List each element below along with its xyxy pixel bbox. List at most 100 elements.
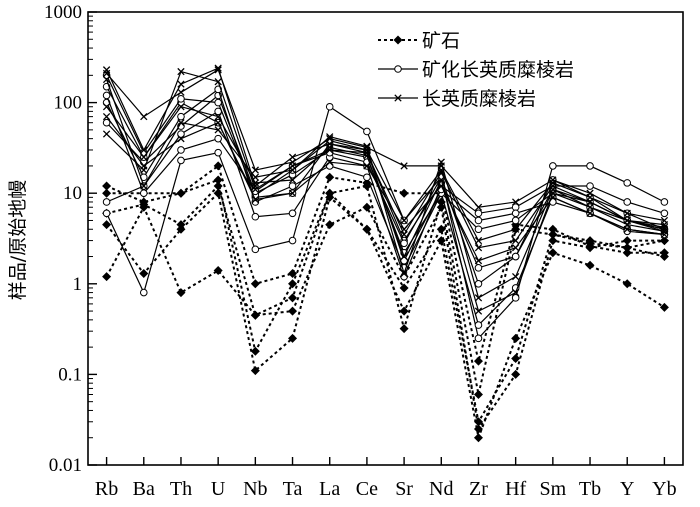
x-marker [511, 288, 520, 297]
legend-label-mineralized: 矿化长英质糜棱岩 [422, 59, 574, 81]
diamond-marker [585, 260, 595, 270]
diamond-marker [548, 230, 558, 240]
series-line [106, 75, 665, 263]
diamond-marker [511, 333, 521, 343]
diamond-marker [288, 306, 298, 316]
x-tick-label-ta: Ta [283, 478, 303, 500]
x-tick-label-th: Th [170, 478, 192, 500]
x-marker [140, 146, 148, 154]
circle-marker [102, 209, 111, 218]
diamond-marker [102, 188, 112, 198]
series-line [106, 184, 665, 432]
diamond-marker [139, 268, 149, 278]
series-line [106, 95, 665, 285]
diamond-marker [250, 346, 260, 356]
diamond-marker [213, 266, 223, 276]
circle-marker [139, 288, 148, 297]
x-marker [394, 94, 402, 102]
axes-layer: 0.01 0.1 1 10 100 1000 Rb Ba Th U Nb Ta La Ce Sr Nd Zr Hf… [44, 2, 684, 500]
circle-marker [474, 264, 483, 272]
x-marker [623, 216, 631, 225]
circle-marker [177, 112, 185, 121]
x-marker [177, 134, 185, 143]
x-tick-label-sm: Sm [540, 478, 567, 500]
series-line [105, 191, 665, 442]
circle-marker [363, 173, 371, 182]
diamond-marker [659, 302, 669, 312]
x-marker [251, 195, 260, 204]
x-marker [660, 223, 669, 231]
diamond-marker [511, 353, 521, 363]
diamond-marker [622, 279, 632, 289]
circle-marker [394, 65, 402, 73]
x-marker [474, 257, 483, 265]
x-marker [511, 272, 520, 281]
diamond-marker [399, 283, 409, 293]
circle-marker [177, 95, 185, 103]
x-marker [326, 143, 334, 152]
diamond-marker [399, 306, 409, 316]
x-marker [660, 230, 669, 239]
x-marker [140, 162, 148, 170]
x-marker [177, 103, 185, 111]
circle-marker [214, 148, 222, 157]
x-tick-label-hf: Hf [505, 478, 526, 500]
x-tick-label-u: U [211, 478, 226, 500]
x-marker [400, 225, 408, 233]
diamond-marker [659, 236, 669, 246]
diamond-marker [393, 35, 403, 45]
diamond-marker [213, 161, 223, 171]
diamond-marker [213, 175, 223, 185]
x-tick-label-y: Y [620, 478, 634, 500]
circle-marker [586, 162, 594, 170]
x-tick-label-tb: Tb [579, 478, 601, 500]
series-layer [102, 64, 669, 443]
circle-marker [251, 245, 260, 254]
diamond-marker [511, 369, 521, 379]
circle-marker [102, 118, 111, 127]
circle-marker [214, 134, 222, 143]
circle-marker [511, 209, 520, 218]
series-line [106, 106, 665, 312]
diamond-marker [622, 243, 632, 253]
y-tick-label: 0.1 [58, 364, 82, 385]
x-marker [251, 173, 260, 181]
circle-marker [177, 130, 185, 138]
x-marker [549, 176, 557, 184]
x-marker [288, 189, 297, 197]
x-marker [177, 119, 185, 127]
circle-marker [511, 294, 520, 302]
circle-marker [474, 216, 483, 225]
x-marker [400, 269, 408, 278]
legend-label-mylonite: 长英质糜棱岩 [422, 88, 536, 110]
diamond-marker [473, 356, 483, 366]
x-marker [177, 88, 185, 96]
x-tick-label-nb: Nb [243, 478, 267, 500]
circle-marker [363, 127, 371, 136]
circle-marker [660, 209, 669, 218]
circle-marker [660, 198, 669, 206]
diamond-marker [436, 224, 446, 234]
x-marker [474, 294, 483, 302]
x-marker [437, 176, 445, 184]
circle-marker [214, 98, 222, 107]
diamond-marker [659, 252, 669, 262]
diamond-marker [622, 248, 632, 258]
x-marker [251, 166, 260, 174]
x-marker [214, 119, 222, 127]
circle-marker [474, 280, 483, 288]
x-marker [102, 112, 111, 121]
diamond-marker [325, 172, 335, 182]
diamond-marker [102, 181, 112, 191]
x-marker [288, 166, 297, 174]
diamond-marker [250, 279, 260, 289]
x-marker [400, 230, 408, 239]
mylonite-series-18 [102, 112, 669, 265]
x-tick-label-la: La [319, 478, 340, 500]
x-marker [511, 198, 520, 206]
x-marker [586, 203, 594, 211]
x-marker [363, 142, 371, 150]
